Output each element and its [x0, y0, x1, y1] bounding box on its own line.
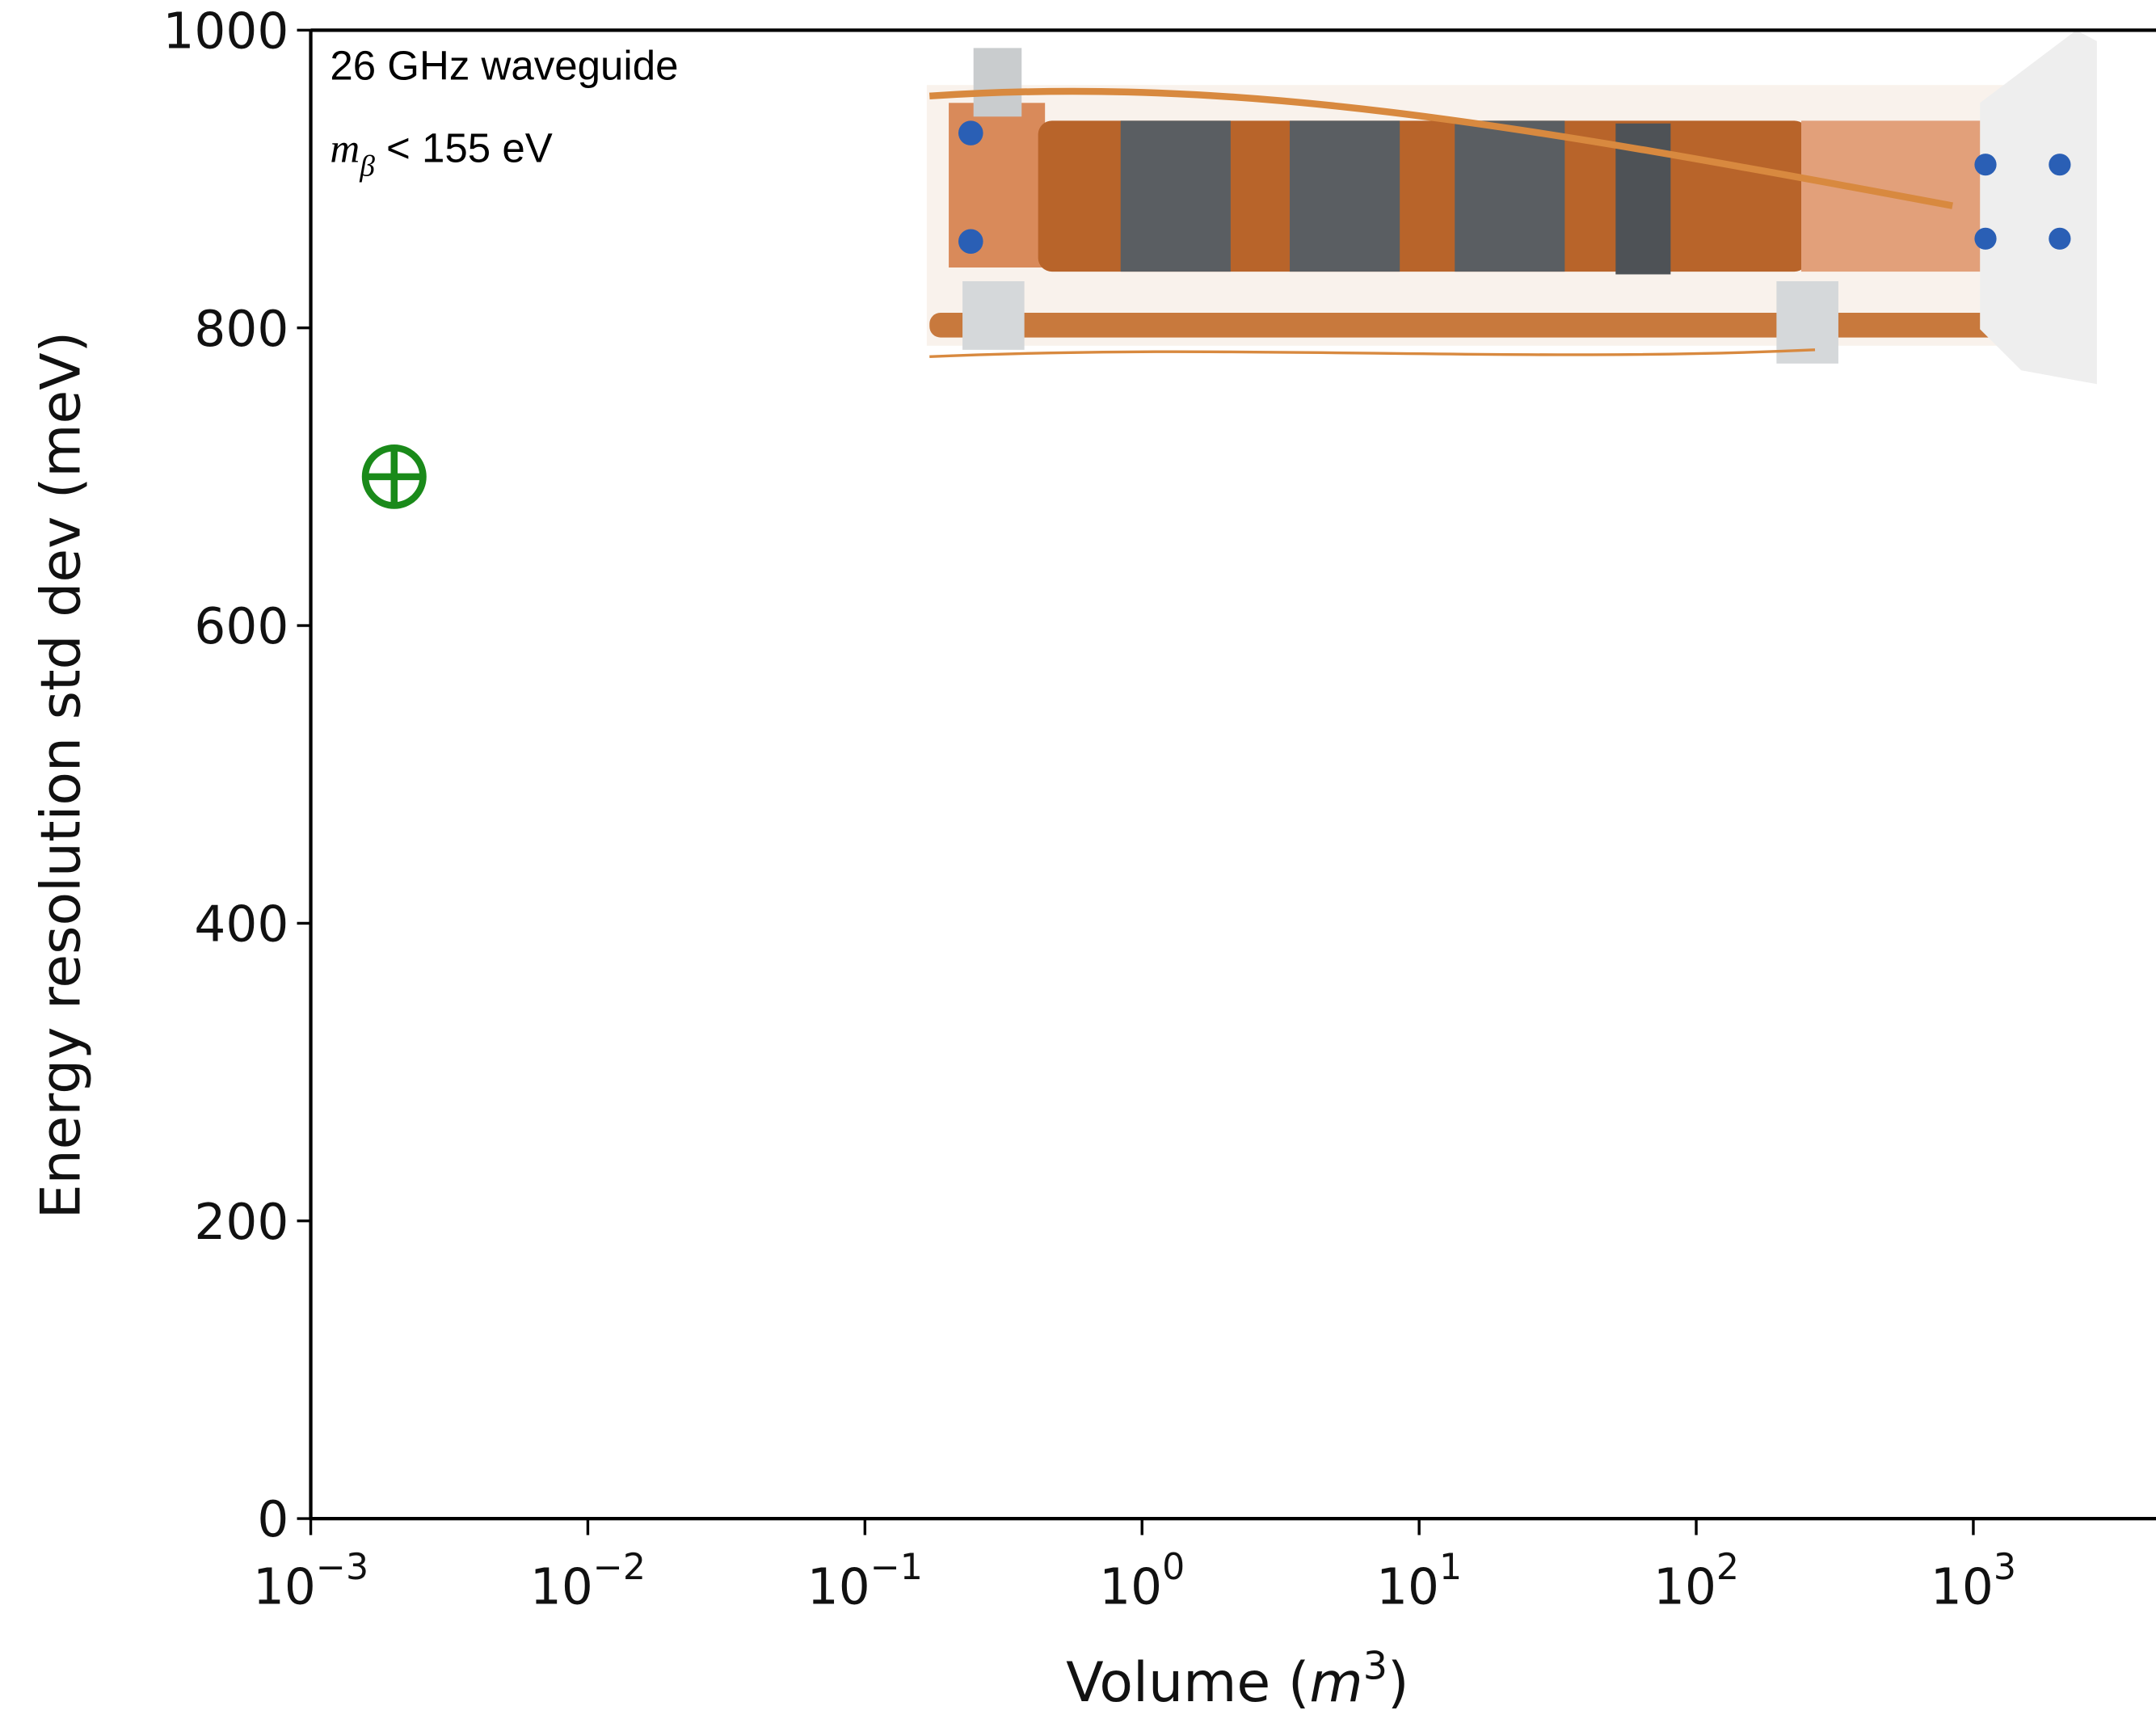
x-tick-label: 101 — [1376, 1547, 1462, 1616]
x-tick-exponent: 0 — [1162, 1547, 1185, 1588]
y-tick-label: 200 — [194, 1194, 288, 1251]
x-label-unit: m — [1309, 1651, 1362, 1715]
x-tick-exponent: 3 — [1994, 1547, 2016, 1588]
x-tick-label: 102 — [1653, 1547, 1739, 1616]
x-tick-label: 100 — [1099, 1547, 1185, 1616]
x-tick-base: 10 — [1653, 1558, 1716, 1616]
x-tick-exponent: 2 — [1716, 1547, 1739, 1588]
y-tick-label: 0 — [257, 1491, 288, 1548]
x-tick-base: 10 — [1099, 1558, 1162, 1616]
x-tick-label: 10−3 — [253, 1547, 368, 1616]
y-tick-label: 400 — [194, 896, 288, 954]
x-label-close: ) — [1388, 1651, 1409, 1715]
x-axis-label: Volume (m3) — [1066, 1645, 1409, 1715]
limit-text: < 155 eV — [375, 124, 553, 171]
limit-subscript: β — [359, 150, 375, 183]
x-tick-base: 10 — [1931, 1558, 1994, 1616]
x-tick-base: 10 — [530, 1558, 593, 1616]
x-tick-label: 10−1 — [807, 1547, 923, 1616]
x-label-text: Volume ( — [1066, 1651, 1309, 1715]
x-tick-exponent: 1 — [1439, 1547, 1462, 1588]
y-tick-label: 800 — [194, 301, 288, 358]
y-tick-label: 600 — [194, 598, 288, 655]
apparatus-photo — [926, 30, 2097, 385]
x-tick-base: 10 — [1376, 1558, 1439, 1616]
annotation-title: 26 GHz waveguide — [330, 43, 678, 89]
x-label-exp: 3 — [1363, 1645, 1388, 1689]
x-tick-base: 10 — [253, 1558, 316, 1616]
x-tick-exponent: −2 — [593, 1547, 646, 1588]
y-tick-label: 1000 — [162, 2, 288, 60]
x-tick-label: 103 — [1931, 1547, 2016, 1616]
y-axis-label: Energy resolution std dev (meV) — [30, 331, 94, 1219]
x-tick-exponent: −1 — [870, 1547, 923, 1588]
x-tick-label: 10−2 — [530, 1547, 646, 1616]
x-tick-exponent: −3 — [316, 1547, 368, 1588]
annotation-limit: mβ < 155 eV — [330, 124, 552, 183]
limit-symbol: m — [330, 126, 360, 171]
x-tick-base: 10 — [807, 1558, 870, 1616]
data-point — [361, 444, 427, 509]
